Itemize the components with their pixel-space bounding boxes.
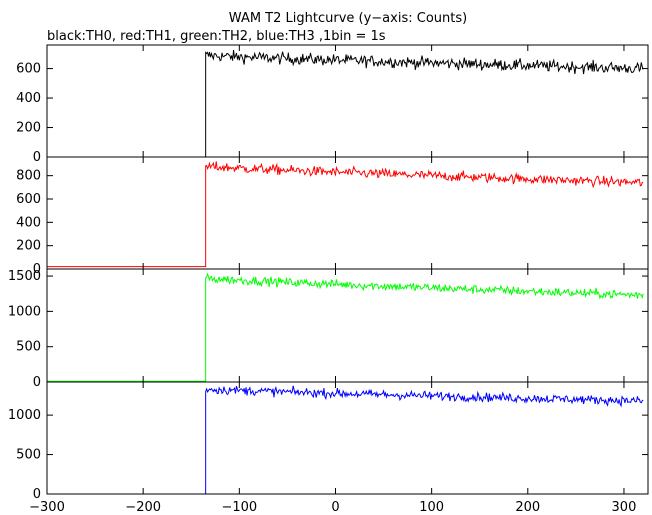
y-tick-label: 0: [33, 150, 41, 165]
y-tick-label: 200: [16, 239, 41, 254]
panels: 0200400600020040060080005001000150005001…: [8, 44, 649, 502]
y-tick-label: 500: [16, 340, 41, 355]
y-tick-label: 0: [33, 375, 41, 390]
panel-th2: 0 500 1000 1500: [8, 268, 649, 390]
x-tick-label: −100: [221, 500, 257, 515]
x-tick-label: −200: [125, 500, 161, 515]
chart-title: WAM T2 Lightcurve (y−axis: Counts): [229, 11, 467, 26]
y-tick-label: 400: [16, 215, 41, 230]
x-tick-label: 100: [419, 500, 444, 515]
panel-frame: [46, 44, 649, 158]
x-tick-label: 200: [515, 500, 540, 515]
panel-frame: [46, 381, 649, 495]
panel-th3: 0 500 1000: [8, 381, 649, 502]
y-tick-label: 500: [16, 448, 41, 463]
x-tick-label: 300: [612, 500, 637, 515]
y-tick-label: 400: [16, 91, 41, 106]
x-tick-label: −300: [29, 500, 65, 515]
chart-subtitle: black:TH0, red:TH1, green:TH2, blue:TH3 …: [47, 29, 386, 44]
x-axis: −300 −200 −100 0 100 200 300: [29, 500, 636, 515]
series-line-th1: [47, 161, 644, 268]
y-tick-label: 1000: [8, 408, 41, 423]
series-line-th0: [47, 49, 644, 158]
y-tick-label: 200: [16, 121, 41, 136]
panel-th0: 0 200 400 600: [16, 44, 649, 165]
y-tick-label: 600: [16, 62, 41, 77]
x-tick-label: 0: [331, 500, 339, 515]
panel-th1: 0 200 400 600 800: [16, 156, 649, 277]
y-tick-label: 800: [16, 169, 41, 184]
series-line-th3: [47, 385, 644, 495]
y-tick-label: 1000: [8, 304, 41, 319]
series-line-th2: [47, 273, 644, 382]
y-tick-label: 1500: [8, 269, 41, 284]
y-tick-label: 0: [33, 487, 41, 502]
y-tick-label: 0: [33, 262, 41, 277]
y-tick-label: 600: [16, 192, 41, 207]
